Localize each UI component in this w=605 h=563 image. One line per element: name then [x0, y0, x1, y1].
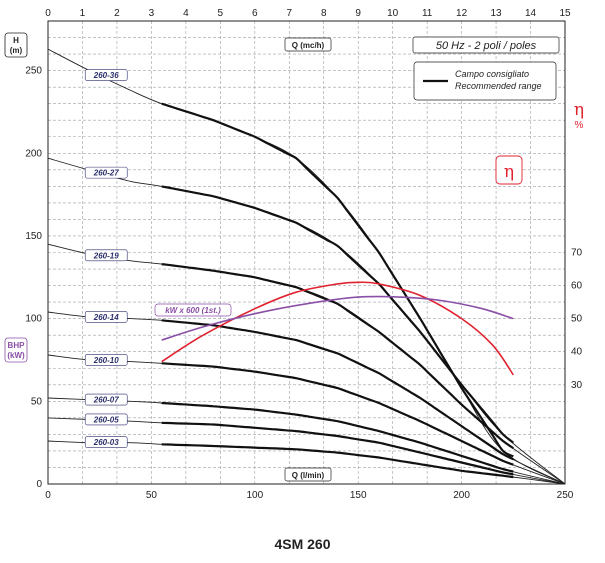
left-y-tick-label: 0 [36, 479, 42, 490]
head-curve-recommended [161, 362, 514, 466]
model-label: 260-05 [84, 413, 128, 426]
top-x-tick-label: 13 [491, 8, 503, 19]
bottom-x-tick-label: 100 [246, 490, 263, 501]
model-label: 260-07 [84, 393, 128, 406]
head-curve-recommended [161, 401, 514, 473]
head-curve-recommended [161, 263, 514, 450]
model-label-text: 260-27 [93, 169, 119, 178]
right-eta-tick-label: 70 [571, 248, 583, 259]
top-x-tick-label: 3 [149, 8, 155, 19]
model-label-text: 260-14 [93, 313, 119, 322]
h-axis-title: H [13, 36, 19, 45]
top-x-tick-label: 0 [45, 8, 51, 19]
legend-line2: Recommended range [455, 81, 542, 91]
chart-labels: 50 Hz - 2 poli / poles Campo consigliato R… [154, 36, 584, 317]
top-x-tick-label: 8 [321, 8, 327, 19]
top-x-tick-label: 6 [252, 8, 258, 19]
frequency-header-text: 50 Hz - 2 poli / poles [436, 40, 537, 52]
right-eta-tick-label: 60 [571, 281, 583, 292]
model-label-text: 260-36 [93, 71, 119, 80]
model-label-text: 260-03 [93, 438, 119, 447]
top-x-tick-label: 2 [114, 8, 120, 19]
head-curves: 260-36 260-27 260-19 260-14 260-10 260-07 260-… [47, 48, 566, 485]
left-y-tick-label: 200 [25, 148, 42, 159]
model-label: 260-03 [84, 436, 128, 448]
top-x-tick-label: 5 [218, 8, 224, 19]
top-x-tick-label: 15 [559, 8, 571, 19]
efficiency-curve [161, 281, 514, 376]
right-eta-tick-label: 50 [571, 314, 583, 325]
bottom-x-tick-label: 0 [45, 490, 51, 501]
top-x-tick-label: 4 [183, 8, 189, 19]
eta-curve-symbol: η [504, 162, 514, 182]
bhp-axis-title: BHP [8, 341, 26, 350]
head-curve-260-27: 260-27 [47, 157, 566, 485]
head-curve-260-19: 260-19 [47, 243, 566, 485]
right-eta-tick-label: 40 [571, 347, 583, 358]
bhp-axis-label: BHP(kW) [4, 337, 28, 363]
model-label: 260-14 [84, 311, 128, 323]
top-x-tick-label: 12 [456, 8, 468, 19]
head-curve-recommended [161, 185, 514, 444]
top-x-tick-label: 7 [286, 8, 292, 19]
model-label-text: 260-07 [93, 396, 119, 405]
model-label-text: 260-05 [93, 415, 119, 424]
head-curve-260-05: 260-05 [47, 413, 566, 485]
top-x-tick-label: 9 [355, 8, 361, 19]
h-axis-label: H(m) [4, 32, 28, 58]
eta-axis-unit: % [575, 120, 584, 131]
model-label: 260-10 [84, 354, 128, 366]
top-x-tick-label: 11 [422, 8, 433, 19]
left-y-tick-label: 250 [25, 66, 42, 77]
head-curve-recommended [161, 421, 514, 476]
q-top-axis-label: Q (mc/h) [284, 37, 332, 52]
head-curve-recommended [161, 319, 514, 461]
eta-curve-label: η [495, 155, 523, 185]
plot-frame [47, 20, 566, 485]
right-eta-tick-label: 30 [571, 380, 583, 391]
chart-axes: 0 1 2 3 4 5 6 7 8 9 10 11 12 13 14 150 50 100 150 200 250050… [4, 8, 583, 501]
power-curve-label-text: kW x 600 (1st.) [165, 306, 221, 315]
q-bottom-axis-label: Q (l/min) [284, 467, 332, 482]
head-curve-260-07: 260-07 [47, 393, 566, 485]
head-curve-260-03: 260-03 [47, 436, 566, 485]
chart-title: 4SM 260 [274, 536, 331, 552]
bhp-axis-unit: (kW) [7, 351, 25, 360]
q-top-axis-text: Q (mc/h) [292, 41, 325, 50]
left-y-tick-label: 100 [25, 314, 42, 325]
bottom-x-tick-label: 150 [350, 490, 367, 501]
bottom-x-tick-label: 50 [146, 490, 158, 501]
power-curve [161, 295, 514, 341]
left-y-tick-label: 50 [31, 396, 43, 407]
top-x-tick-label: 10 [387, 8, 399, 19]
frequency-header: 50 Hz - 2 poli / poles [412, 36, 560, 54]
eta-axis-symbol: η [574, 100, 584, 120]
bottom-x-tick-label: 200 [453, 490, 470, 501]
q-bottom-axis-text: Q (l/min) [292, 471, 325, 480]
top-x-tick-label: 1 [80, 8, 86, 19]
model-label: 260-19 [84, 249, 128, 262]
model-label: 260-36 [84, 69, 128, 81]
head-curve-260-10: 260-10 [47, 354, 566, 485]
top-x-tick-label: 14 [525, 8, 537, 19]
legend-line1: Campo consigliato [455, 69, 529, 79]
h-axis-unit: (m) [10, 46, 23, 55]
left-y-tick-label: 150 [25, 231, 42, 242]
head-curve-recommended [161, 443, 514, 479]
model-label-text: 260-19 [93, 251, 119, 260]
bottom-x-tick-label: 250 [557, 490, 574, 501]
model-label: 260-27 [84, 166, 128, 179]
power-curve-label: kW x 600 (1st.) [154, 303, 232, 317]
model-label-text: 260-10 [93, 356, 119, 365]
legend: Campo consigliato Recommended range [413, 61, 557, 101]
